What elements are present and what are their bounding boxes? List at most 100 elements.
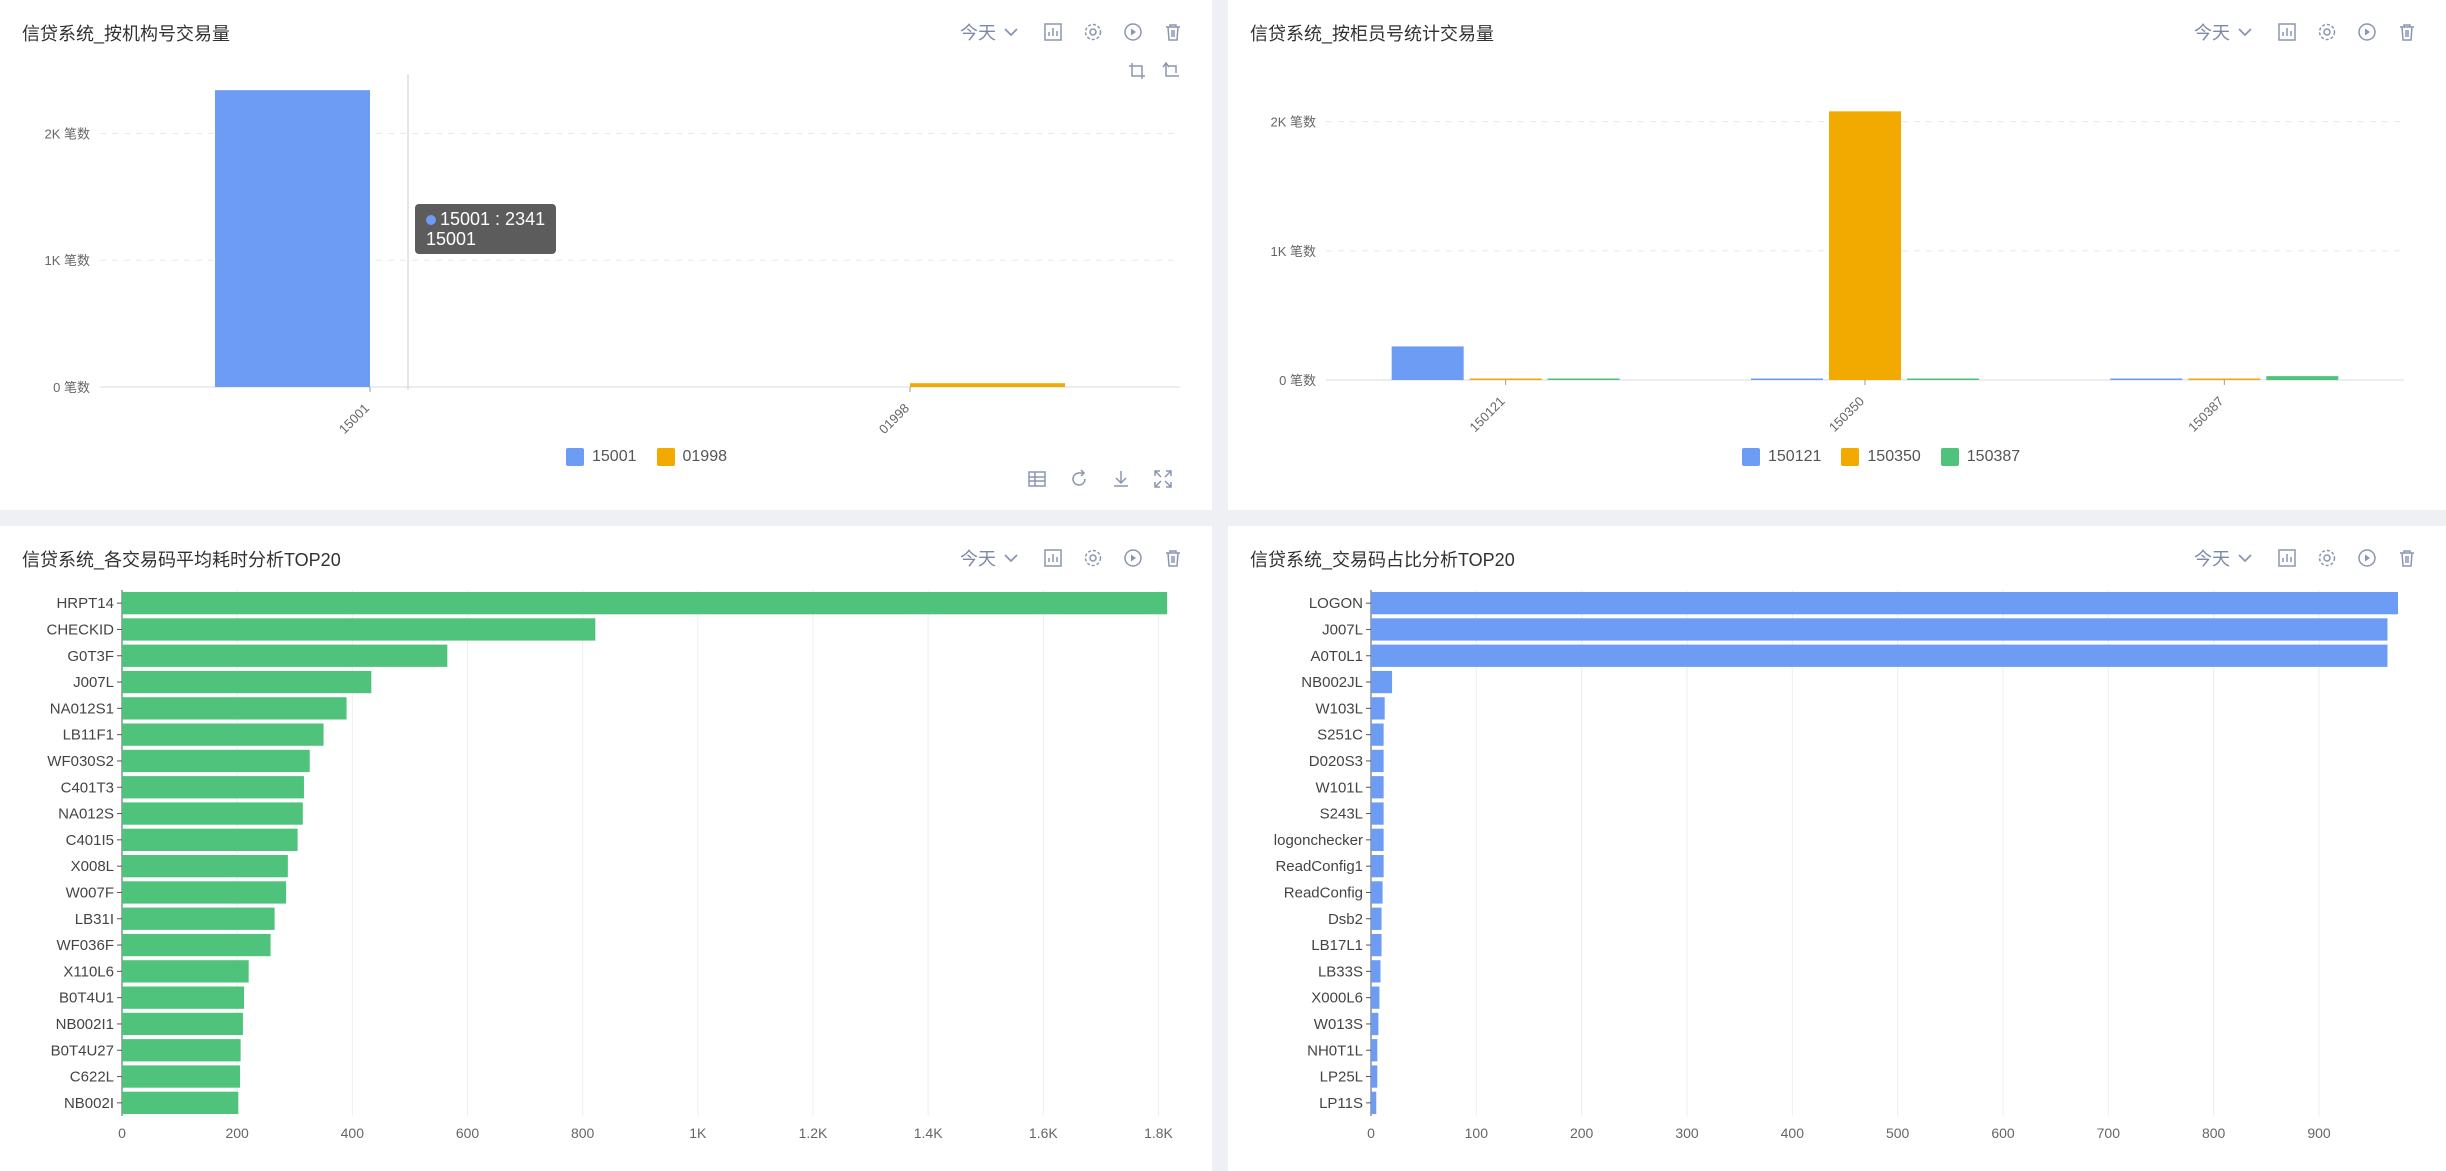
bar: [1371, 802, 1384, 825]
play-icon[interactable]: [1122, 547, 1144, 569]
y-tick-label: LOGON: [1309, 595, 1363, 612]
x-tick-label: 100: [1465, 1125, 1489, 1141]
chart-by-org: 0 笔数 1K 笔数 2K 笔数 15001 01998: [44, 74, 1180, 437]
y-tick-label: G0T3F: [67, 648, 114, 665]
bar: [1371, 776, 1384, 799]
period-select[interactable]: 今天: [2194, 19, 2252, 45]
bar: [122, 1091, 239, 1114]
y-tick-label: logonchecker: [1274, 832, 1363, 849]
download-icon[interactable]: [1110, 468, 1132, 490]
period-select[interactable]: 今天: [960, 19, 1018, 45]
x-tick-label: 15001: [336, 401, 372, 437]
delete-icon[interactable]: [2396, 21, 2418, 43]
x-tick-label: 400: [1781, 1125, 1805, 1141]
bar: [122, 592, 1168, 615]
legend-swatch: [656, 448, 675, 466]
legend-label: 150387: [1966, 448, 2021, 465]
fullscreen-icon[interactable]: [1152, 468, 1174, 490]
chart-type-icon[interactable]: [2276, 547, 2298, 569]
chart-type-icon[interactable]: [1042, 547, 1064, 569]
y-tick-label: S251C: [1317, 727, 1363, 744]
panel-by-teller: 信贷系统_按柜员号统计交易量 今天 0 笔数 1K 笔数 2K 笔数 150121 15…: [1228, 0, 2446, 510]
chart-type-icon[interactable]: [1042, 21, 1064, 43]
tooltip-line1: 15001 : 2341: [440, 209, 546, 229]
legend-item[interactable]: 150121: [1742, 448, 1821, 466]
legend-item[interactable]: 150350: [1841, 448, 1921, 466]
y-tick-label: C401I5: [66, 832, 114, 849]
bar: [1907, 378, 1979, 380]
chart-type-icon[interactable]: [2276, 21, 2298, 43]
y-tick-label: ReadConfig: [1284, 884, 1363, 901]
y-tick-label: 0 笔数: [53, 380, 90, 395]
restore-icon[interactable]: [1068, 468, 1090, 490]
bar: [122, 749, 310, 773]
y-tick-label: X000L6: [1311, 990, 1363, 1007]
panel-title: 信贷系统_按柜员号统计交易量: [1250, 24, 1495, 44]
bar: [1371, 697, 1385, 720]
legend-item[interactable]: 15001: [566, 448, 637, 466]
y-tick-label: NH0T1L: [1307, 1042, 1363, 1059]
panel-toolbar: 今天: [960, 18, 1184, 46]
gear-icon[interactable]: [2316, 547, 2338, 569]
bar: [1371, 749, 1384, 773]
period-select[interactable]: 今天: [960, 545, 1018, 571]
x-tick-label: 700: [2097, 1125, 2121, 1141]
y-tick-label: X110L6: [63, 963, 114, 980]
zoom-select-icon[interactable]: [1126, 60, 1148, 82]
chart-bottom-tools: [1026, 468, 1174, 490]
play-icon[interactable]: [1122, 21, 1144, 43]
gear-icon[interactable]: [2316, 21, 2338, 43]
chart-avg-time: 0 200 400 600 800 1K 1.2K 1.4K 1.6K 1.8K HRPT14 CHE…: [46, 590, 1174, 1141]
period-select[interactable]: 今天: [2194, 545, 2252, 571]
zoom-tools: [1126, 60, 1182, 82]
bar: [122, 1065, 241, 1088]
x-tick-label: 150387: [2185, 394, 2226, 435]
legend-swatch: [566, 448, 584, 466]
zoom-reset-icon[interactable]: [1160, 60, 1182, 82]
data-view-icon[interactable]: [1026, 468, 1048, 490]
legend-item[interactable]: 150387: [1940, 448, 2021, 466]
y-tick-label: ReadConfig1: [1275, 858, 1363, 875]
panel-code-share: 信贷系统_交易码占比分析TOP20 今天 0 100 200 300 400 500 600…: [1228, 526, 2446, 1171]
chevron-down-icon: [1004, 28, 1018, 37]
x-tick-label: 800: [571, 1125, 595, 1141]
x-tick-label: 150350: [1826, 394, 1867, 435]
bar: [1751, 378, 1823, 380]
bar: [1391, 346, 1464, 380]
x-tick-label: 800: [2202, 1125, 2226, 1141]
x-tick-label: 01998: [876, 401, 912, 437]
gear-icon[interactable]: [1082, 21, 1104, 43]
delete-icon[interactable]: [2396, 547, 2418, 569]
delete-icon[interactable]: [1162, 21, 1184, 43]
y-tick-label: W103L: [1315, 700, 1363, 717]
chart-legend: 150121 150350 150387: [1742, 448, 2020, 466]
gear-icon[interactable]: [1082, 547, 1104, 569]
y-tick-label: 1K 笔数: [1270, 244, 1316, 259]
bar: [122, 828, 298, 851]
panel-title: 信贷系统_按机构号交易量: [22, 24, 231, 44]
x-tick-label: 1.2K: [799, 1125, 828, 1141]
bar: [2110, 378, 2183, 380]
y-tick-label: C401T3: [61, 779, 114, 796]
x-tick-label: 0: [1367, 1125, 1375, 1141]
legend-item[interactable]: 01998: [656, 448, 727, 466]
y-tick-label: 2K 笔数: [44, 126, 90, 141]
chart-by-teller: 0 笔数 1K 笔数 2K 笔数 150121 150350 150387: [1270, 111, 2404, 435]
bar: [910, 383, 1065, 387]
x-tick-label: 500: [1886, 1125, 1910, 1141]
delete-icon[interactable]: [1162, 547, 1184, 569]
y-tick-label: NB002JL: [1301, 674, 1363, 691]
panel-toolbar: 今天: [960, 544, 1184, 572]
play-icon[interactable]: [2356, 21, 2378, 43]
chevron-down-icon: [1004, 554, 1018, 563]
bar: [1371, 592, 2398, 615]
chevron-down-icon: [2238, 554, 2252, 563]
x-tick-label: 600: [456, 1125, 480, 1141]
y-tick-label: LP11S: [1319, 1095, 1363, 1112]
play-icon[interactable]: [2356, 547, 2378, 569]
y-tick-label: X008L: [71, 858, 114, 875]
chart-tooltip: 15001 : 2341 15001: [415, 204, 557, 254]
bar: [1371, 670, 1393, 694]
y-tick-label: 1K 笔数: [44, 253, 90, 268]
legend-label: 150121: [1768, 448, 1822, 465]
